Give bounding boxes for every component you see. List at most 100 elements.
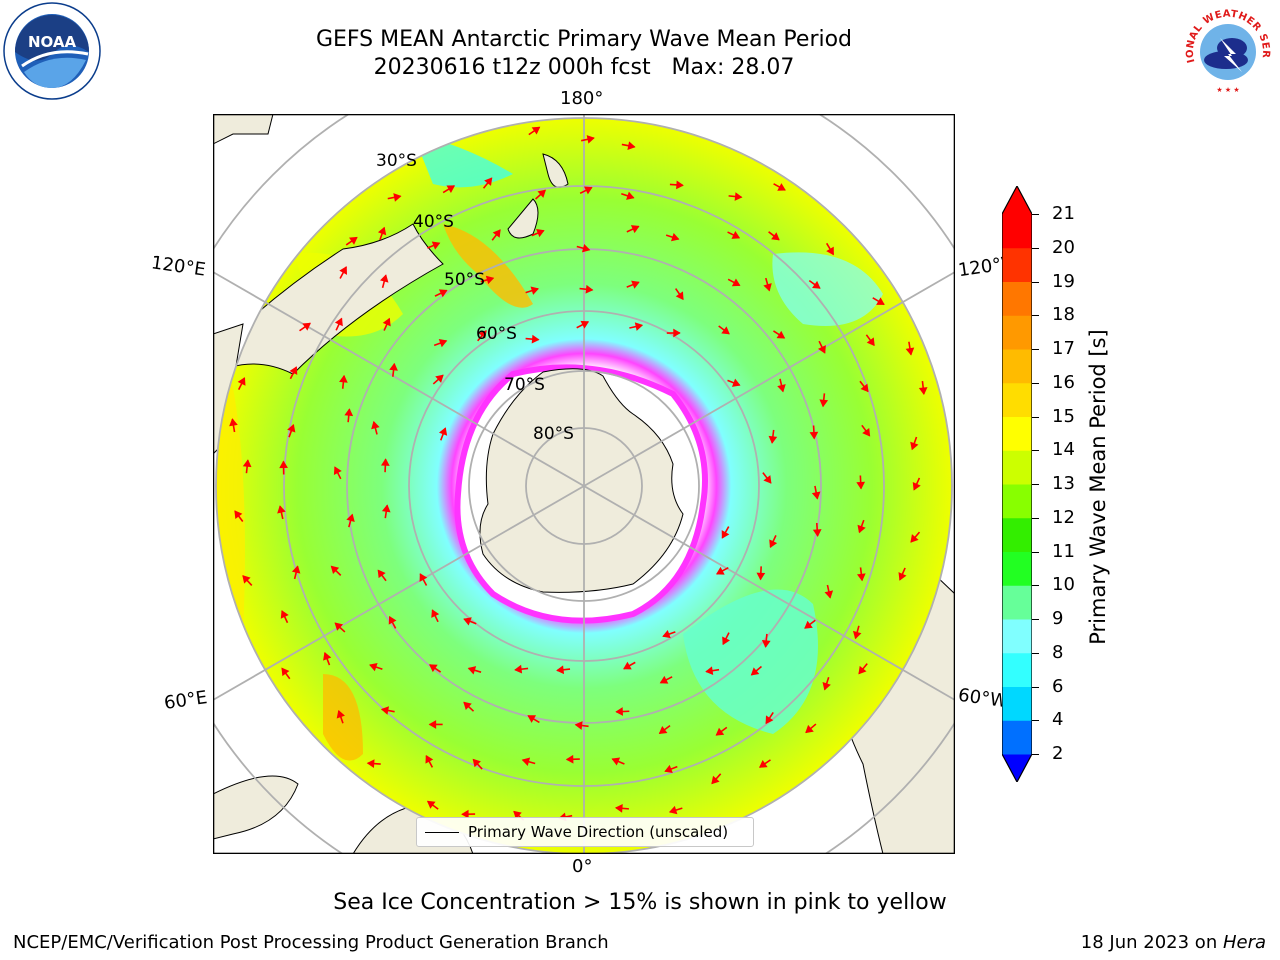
- colorbar-tick-mark: [1032, 484, 1039, 485]
- wave-vector-head: [234, 510, 243, 519]
- wave-vector-head: [771, 232, 780, 241]
- wave-vector-head: [281, 667, 290, 677]
- wave-vector-head: [777, 384, 786, 393]
- map-legend: Primary Wave Direction (unscaled): [416, 817, 754, 847]
- wave-vector-head: [339, 266, 348, 275]
- wave-vector-head: [291, 565, 301, 574]
- map-canvas: [212, 113, 956, 855]
- wave-vector-head: [586, 135, 595, 144]
- land-mass: [213, 114, 274, 145]
- wave-vector-head: [812, 280, 821, 289]
- wave-vector-head: [242, 459, 252, 468]
- lat-label-30s: 30°S: [376, 151, 417, 171]
- wave-vector-head: [472, 758, 481, 768]
- nws-logo: NATIONAL WEATHER SERVICE ★ ★ ★: [1176, 0, 1276, 98]
- colorbar-segment: [1002, 214, 1032, 249]
- wave-vector-head: [377, 226, 387, 236]
- wave-vector-head: [676, 180, 684, 190]
- wave-vector-head: [467, 666, 477, 675]
- wave-vector-head: [824, 590, 834, 599]
- wave-vector-head: [521, 757, 531, 766]
- colorbar-extend-high: [1002, 186, 1032, 214]
- colorbar-tick-mark: [1032, 450, 1039, 452]
- wave-vector-head: [369, 662, 378, 672]
- wave-vector-head: [905, 347, 915, 356]
- colorbar-tick-mark: [1032, 416, 1039, 418]
- wave-vector-head: [583, 186, 593, 195]
- field-patch: [323, 674, 363, 761]
- wave-vector-head: [705, 666, 714, 675]
- wave-vector-head: [478, 330, 487, 339]
- colorbar-segment: [1002, 686, 1032, 721]
- legend-line-swatch: [425, 832, 459, 833]
- colorbar-tick-mark: [1032, 214, 1039, 215]
- colorbar-segment: [1002, 585, 1032, 620]
- field-patch: [772, 252, 883, 326]
- wave-vector-head: [419, 573, 428, 582]
- wave-vector-head: [379, 274, 389, 283]
- colorbar-tick-label: 19: [1052, 270, 1075, 292]
- wave-vector-head: [492, 229, 501, 238]
- colorbar-tick-label: 20: [1052, 236, 1075, 258]
- wave-vector-head: [574, 721, 583, 730]
- wave-vector-head: [912, 482, 921, 491]
- wave-vector-head: [777, 183, 786, 191]
- wave-vector-head: [531, 334, 540, 344]
- wave-vector-head: [811, 491, 821, 500]
- colorbar-tick-mark: [1032, 686, 1039, 688]
- footer-date: 18 Jun 2023 on Hera: [1081, 932, 1266, 953]
- wave-vector-head: [366, 759, 375, 769]
- wave-vector-head: [856, 573, 866, 582]
- lon-label-60e: 60°E: [162, 687, 209, 714]
- wave-vector-head: [750, 667, 760, 676]
- wave-vector-head: [734, 192, 743, 201]
- wave-vector-head: [380, 706, 390, 715]
- colorbar-segment: [1002, 720, 1032, 755]
- colorbar-tick-label: 17: [1052, 338, 1075, 359]
- wave-vector-head: [876, 297, 885, 305]
- wave-vector-head: [425, 754, 434, 764]
- colorbar-tick-mark: [1032, 281, 1039, 283]
- wave-vector-head: [431, 609, 440, 618]
- wave-vector-head: [565, 754, 574, 764]
- wave-vector-head: [756, 572, 766, 581]
- sea-ice-note: Sea Ice Concentration > 15% is shown in …: [333, 890, 947, 915]
- wave-vector-head: [514, 664, 523, 674]
- wave-vector-head: [237, 377, 246, 386]
- colorbar-segment: [1002, 382, 1032, 417]
- wave-vector-head: [866, 337, 875, 347]
- wave-vector-head: [429, 664, 438, 673]
- wave-vector-head: [659, 675, 669, 684]
- legend-label: Primary Wave Direction (unscaled): [468, 823, 729, 841]
- wave-vector-head: [381, 504, 391, 513]
- wave-vector-head: [805, 724, 814, 734]
- land-mass: [213, 775, 299, 840]
- wave-vector-head: [852, 630, 862, 640]
- plot-title: GEFS MEAN Antarctic Primary Wave Mean Pe…: [315, 27, 853, 52]
- wave-vector-head: [614, 803, 623, 813]
- field-patch: [443, 224, 533, 308]
- wave-vector-head: [858, 665, 867, 675]
- colorbar-tick-label: 11: [1052, 540, 1075, 562]
- wave-vector-head: [242, 575, 251, 584]
- wave-vector-head: [662, 629, 671, 639]
- wave-vector-head: [631, 280, 640, 289]
- wave-vector-head: [380, 458, 390, 466]
- wave-vector-head: [438, 338, 448, 348]
- colorbar: [1001, 184, 1033, 784]
- noaa-logo: NOAA: [2, 2, 102, 100]
- colorbar-tick-label: 18: [1052, 304, 1075, 326]
- wave-vector-head: [856, 481, 866, 490]
- wave-vector-head: [664, 764, 673, 774]
- colorbar-segment: [1002, 652, 1032, 687]
- wave-vector-head: [463, 701, 472, 711]
- colorbar-graphic: [1001, 184, 1033, 784]
- wave-vector-head: [627, 141, 636, 150]
- wave-vector-head: [731, 378, 741, 387]
- wave-vector-head: [731, 278, 741, 287]
- lat-label-80s: 80°S: [533, 424, 574, 444]
- wave-vector-head: [485, 275, 495, 285]
- colorbar-tick-mark: [1032, 349, 1039, 350]
- lat-label-60s: 60°S: [476, 324, 517, 344]
- svg-text:NOAA: NOAA: [28, 33, 77, 51]
